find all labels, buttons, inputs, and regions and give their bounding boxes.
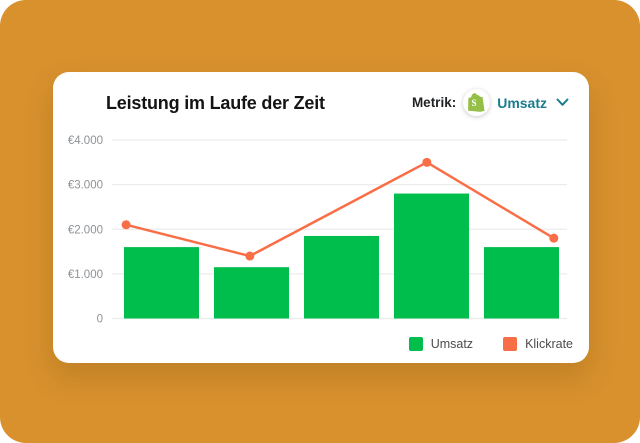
shopify-icon: S (463, 89, 491, 116)
metric-value: Umsatz (497, 94, 547, 111)
page-title: Leistung im Laufe der Zeit (106, 93, 325, 113)
svg-text:S: S (472, 98, 477, 108)
line-marker (422, 157, 432, 167)
y-axis-tick-label: €3.000 (68, 180, 103, 192)
y-axis-tick-label: €4.000 (68, 135, 103, 147)
legend-swatch (503, 337, 518, 351)
y-axis-tick-label: €2.000 (68, 224, 103, 236)
performance-card: Leistung im Laufe der Zeit Metrik: S Ums… (53, 72, 589, 363)
chart-legend: Umsatz Klickrate (408, 337, 573, 351)
line-marker (121, 220, 131, 230)
bar-umsatz (394, 193, 469, 319)
metric-label: Metrik: (411, 95, 457, 110)
chevron-down-icon (556, 98, 569, 107)
line-marker (245, 251, 255, 261)
bar-umsatz (124, 247, 199, 319)
legend-item: Klickrate (503, 337, 573, 351)
bar-umsatz (304, 235, 379, 319)
y-axis-tick-label: €1.000 (68, 269, 103, 281)
legend-label: Klickrate (525, 337, 573, 351)
line-klickrate (124, 161, 556, 258)
metric-dropdown[interactable]: Metrik: S Umsatz (412, 89, 569, 116)
y-axis-tick-label: 0 (97, 314, 103, 326)
line-marker (549, 233, 559, 243)
legend-label: Umsatz (430, 337, 474, 351)
legend-item: Umsatz (408, 337, 474, 351)
chart-svg: €4.000 €3.000 €2.000 €1.000 0 (68, 135, 567, 326)
bar-umsatz (214, 267, 289, 319)
legend-swatch (408, 337, 423, 351)
bar-umsatz (484, 247, 559, 319)
